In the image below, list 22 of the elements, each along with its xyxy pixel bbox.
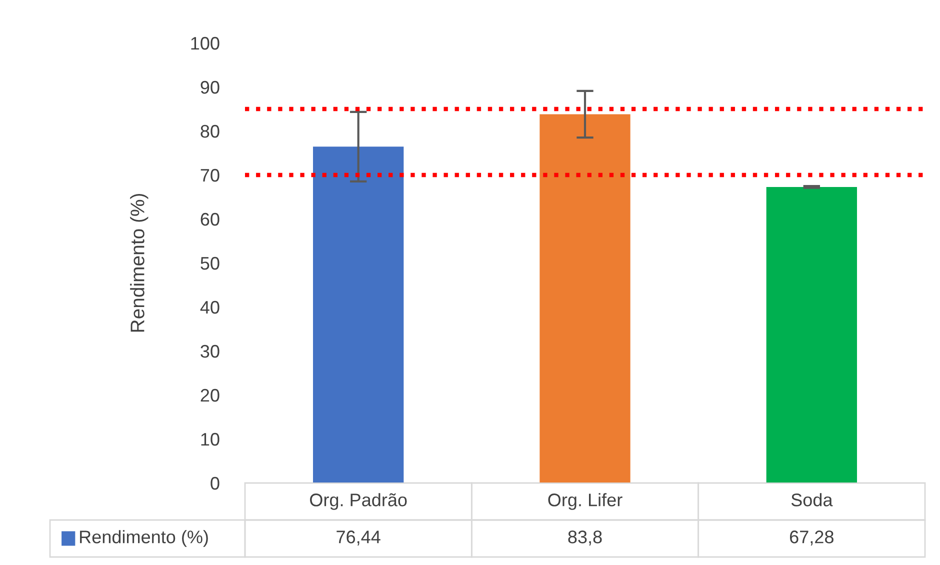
data-label: 76,44 (336, 530, 380, 546)
bar (540, 114, 630, 483)
data-label: 83,8 (568, 530, 602, 546)
y-tick-label: 80 (200, 124, 220, 138)
y-tick-label: 70 (200, 168, 220, 182)
data-label: 67,28 (790, 530, 834, 546)
bar (313, 146, 404, 483)
x-tick-label: Soda (791, 493, 833, 506)
legend-label: Rendimento (%) (80, 530, 208, 547)
y-tick-label: 40 (200, 300, 220, 314)
y-tick-label: 30 (200, 344, 220, 358)
bar (766, 186, 857, 483)
y-tick-label: 20 (200, 388, 220, 402)
y-axis-title: Rendimento (%) (130, 194, 148, 332)
x-tick-label: Org. Padrão (310, 493, 407, 510)
y-tick-label: 90 (200, 80, 220, 94)
y-tick-label: 100 (191, 36, 220, 50)
y-tick-label: 10 (201, 432, 220, 446)
y-tick-label: 60 (200, 212, 220, 226)
y-tick-label: 0 (210, 476, 220, 490)
x-tick-label: Org. Lifer (548, 493, 622, 510)
y-tick-label: 50 (200, 256, 220, 270)
